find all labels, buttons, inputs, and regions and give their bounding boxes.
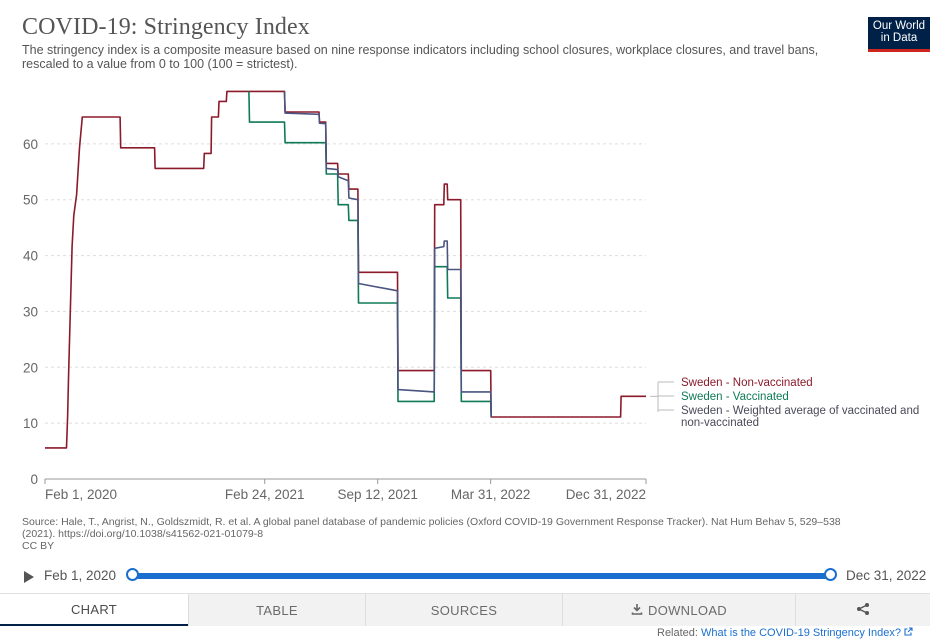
legend-label: Sweden - Non-vaccinated	[681, 377, 813, 389]
chart-gridlines	[45, 143, 646, 424]
tab-table[interactable]: TABLE	[188, 594, 365, 626]
related-article-link[interactable]: What is the COVID-19 Stringency Index?	[701, 627, 901, 639]
x-tick-label: Sep 12, 2021	[338, 487, 418, 502]
line-chart: 0 10 20 30 40 50 60 Feb 1, 2020 Feb 24, 2021 Sep…	[23, 90, 919, 502]
timeline-end-label: Dec 31, 2022	[846, 568, 927, 583]
chart-tabs: CHART TABLE SOURCES DOWNLOAD	[0, 593, 930, 626]
logo-line-1: Our World	[872, 20, 926, 32]
share-icon	[856, 602, 870, 619]
chart-series	[45, 90, 646, 449]
y-tick-label: 20	[23, 360, 38, 375]
logo-line-2: in Data	[880, 32, 918, 44]
y-tick-label: 10	[23, 416, 38, 431]
series-line	[45, 90, 646, 449]
our-world-in-data-logo[interactable]: Our World in Data	[868, 17, 930, 52]
y-tick-label: 30	[23, 304, 38, 319]
external-link-icon	[904, 627, 913, 639]
tab-download[interactable]: DOWNLOAD	[562, 594, 795, 626]
legend-label-line: Sweden - Weighted average of vaccinated …	[681, 405, 919, 417]
y-tick-label: 60	[23, 137, 38, 152]
tab-sources[interactable]: SOURCES	[365, 594, 562, 626]
legend-label: Sweden - Vaccinated	[681, 391, 789, 403]
download-icon	[631, 603, 643, 618]
y-tick-label: 0	[30, 472, 38, 487]
related-link-row: Related: What is the COVID-19 Stringency…	[657, 627, 913, 639]
y-axis-tick-labels: 0 10 20 30 40 50 60	[23, 137, 38, 487]
x-axis: Feb 1, 2020 Feb 24, 2021 Sep 12, 2021 Mar 3…	[44, 478, 647, 502]
y-tick-label: 50	[23, 193, 38, 208]
timeline-track[interactable]	[132, 573, 830, 579]
share-button[interactable]	[795, 594, 930, 626]
x-tick-label: Feb 1, 2020	[45, 487, 117, 502]
chart-legend: Sweden - Non-vaccinated Sweden - Vaccinat…	[650, 377, 919, 429]
play-icon[interactable]	[24, 571, 34, 583]
source-line-1: Source: Hale, T., Angrist, N., Goldszmid…	[22, 516, 841, 528]
series-line	[283, 91, 492, 418]
related-prefix: Related:	[657, 627, 702, 639]
x-tick-label: Dec 31, 2022	[566, 487, 646, 502]
license-text: CC BY	[22, 540, 55, 552]
chart-title: COVID-19: Stringency Index	[22, 14, 310, 40]
series-line	[248, 91, 492, 418]
x-tick-label: Mar 31, 2022	[451, 487, 531, 502]
chart-subtitle: The stringency index is a composite meas…	[22, 43, 819, 71]
source-note: Source: Hale, T., Angrist, N., Goldszmid…	[22, 516, 902, 552]
source-line-2: (2021). https://doi.org/10.1038/s41562-0…	[22, 528, 264, 540]
tab-download-label: DOWNLOAD	[648, 602, 727, 618]
legend-label-line: non-vaccinated	[681, 417, 759, 429]
timeline-start-label: Feb 1, 2020	[44, 568, 117, 583]
x-tick-label: Feb 24, 2021	[225, 487, 305, 502]
legend-label: Sweden - Weighted average of vaccinated …	[681, 405, 919, 429]
y-tick-label: 40	[23, 249, 38, 264]
timeline: Feb 1, 2020 Dec 31, 2022	[0, 560, 930, 592]
tab-chart[interactable]: CHART	[0, 594, 188, 626]
timeline-start-handle[interactable]	[126, 568, 139, 581]
timeline-end-handle[interactable]	[824, 568, 837, 581]
